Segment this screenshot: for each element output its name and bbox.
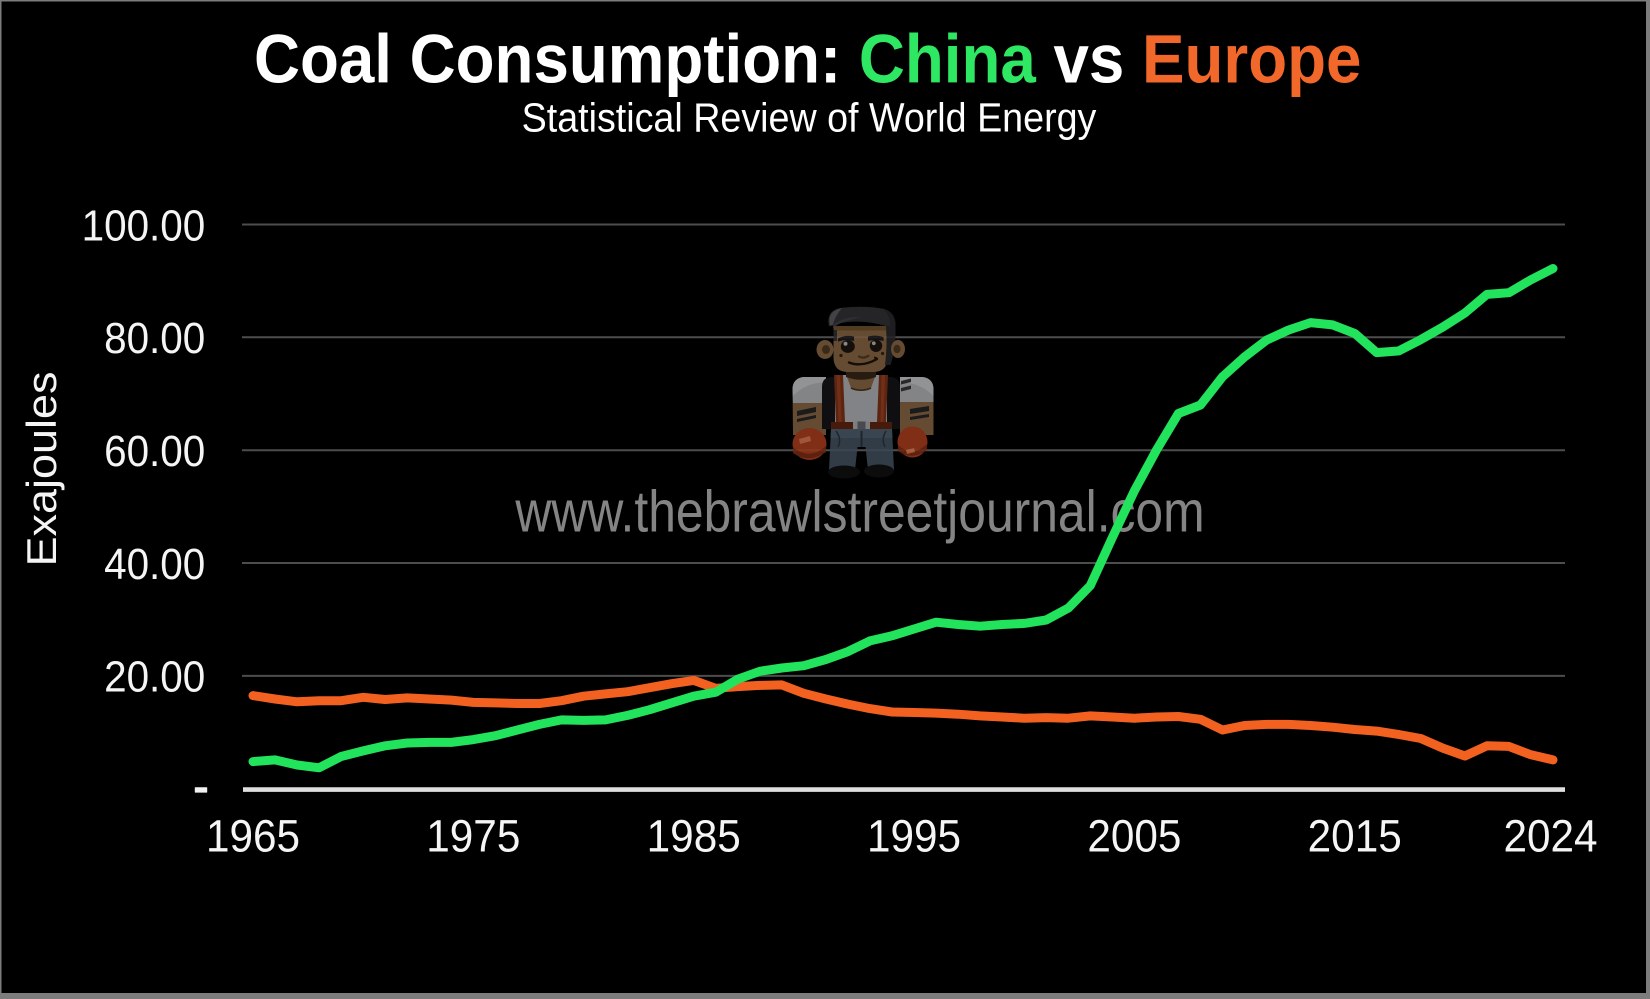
svg-text:www.thebrawlstreetjournal.com: www.thebrawlstreetjournal.com <box>514 480 1204 544</box>
svg-text:20.00: 20.00 <box>104 652 205 701</box>
svg-text:1985: 1985 <box>647 811 741 862</box>
svg-text:Coal Consumption: China vs Eur: Coal Consumption: China vs Europe <box>254 21 1361 98</box>
svg-text:60.00: 60.00 <box>104 427 205 476</box>
svg-text:Exajoules: Exajoules <box>19 371 65 566</box>
svg-text:40.00: 40.00 <box>104 540 205 589</box>
svg-text:Statistical Review of World En: Statistical Review of World Energy <box>522 96 1097 141</box>
svg-text:2015: 2015 <box>1308 811 1402 862</box>
svg-text:2024: 2024 <box>1503 811 1597 862</box>
svg-text:1975: 1975 <box>426 811 520 862</box>
svg-text:2005: 2005 <box>1087 811 1181 862</box>
svg-text:1965: 1965 <box>206 811 300 862</box>
svg-text:100.00: 100.00 <box>82 201 206 250</box>
svg-text:1995: 1995 <box>867 811 961 862</box>
svg-text:80.00: 80.00 <box>104 314 205 363</box>
